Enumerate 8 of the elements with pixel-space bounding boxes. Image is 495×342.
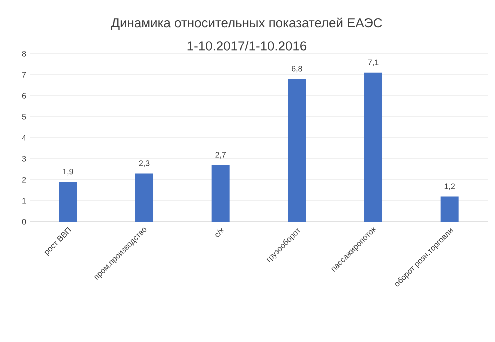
chart-subtitle: 1-10.2017/1-10.2016 (188, 41, 307, 51)
bar (288, 79, 306, 222)
chart-title: Динамика относительных показателей ЕАЭС (111, 18, 382, 30)
bar (364, 72, 383, 222)
bar (212, 165, 230, 222)
bar (136, 174, 154, 222)
bar (59, 182, 78, 222)
bar (440, 196, 459, 222)
